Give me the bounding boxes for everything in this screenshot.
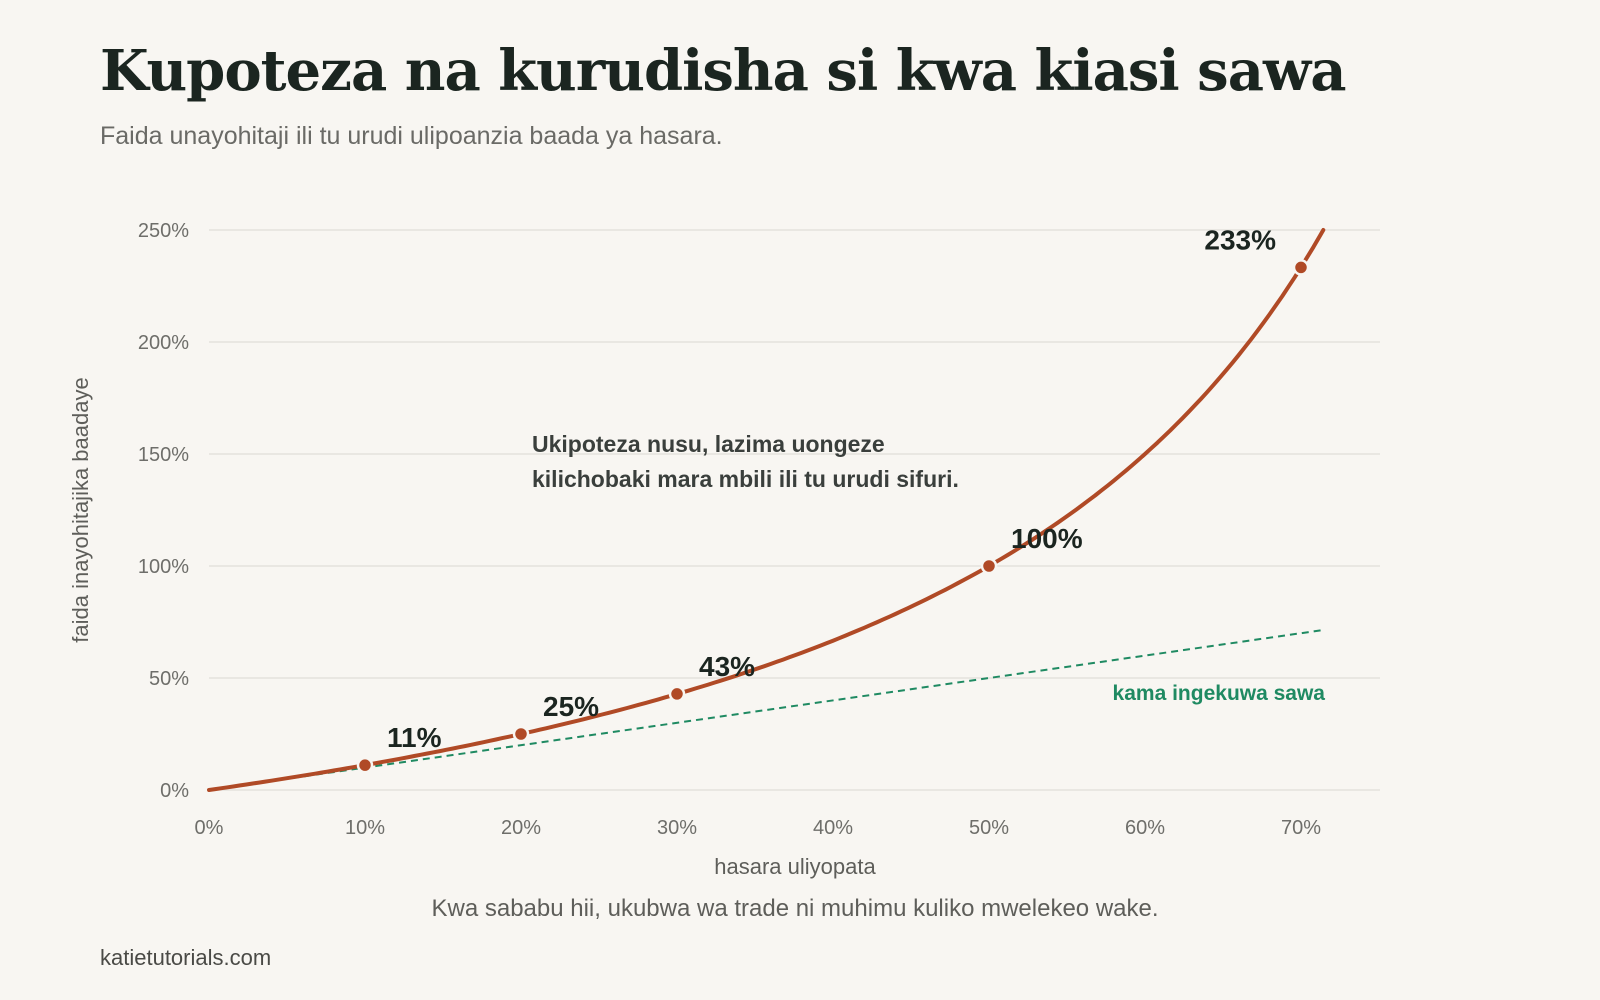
series-group — [207, 228, 1326, 792]
annotation-line-1: Ukipoteza nusu, lazima uongeze — [532, 431, 885, 457]
highlight-points — [356, 259, 1310, 774]
x-tick-label: 0% — [195, 817, 224, 839]
x-axis-ticks: 0% 10% 20% 30% 40% 50% 60% 70% — [195, 817, 1322, 839]
x-tick-label: 70% — [1281, 817, 1321, 839]
chart-footnote: Kwa sababu hii, ukubwa wa trade ni muhim… — [431, 895, 1159, 922]
x-tick-label: 60% — [1125, 817, 1165, 839]
grid-lines — [209, 229, 1380, 791]
point-labels: 11% 25% 43% 100% 233% — [387, 224, 1276, 753]
y-axis-title: faida inayohitajika baadaye — [68, 377, 93, 642]
source-credit: katietutorials.com — [100, 945, 272, 970]
x-tick-label: 10% — [345, 817, 385, 839]
data-point-label: 233% — [1204, 224, 1276, 255]
required-gain-curve — [207, 228, 1326, 792]
data-point — [668, 685, 686, 703]
x-axis-title: hasara uliyopata — [714, 854, 876, 879]
y-tick-label: 250% — [138, 220, 189, 242]
data-point — [512, 725, 530, 743]
data-point-label: 11% — [387, 722, 442, 753]
y-tick-label: 150% — [138, 444, 189, 466]
data-point-label: 43% — [699, 651, 755, 682]
annotation-line-2: kilichobaki mara mbili ili tu urudi sifu… — [532, 466, 959, 492]
chart-title: Kupoteza na kurudisha si kwa kiasi sawa — [100, 38, 1346, 104]
reference-line — [208, 628, 1325, 791]
x-tick-label: 40% — [813, 817, 853, 839]
data-point-label: 100% — [1011, 523, 1083, 554]
y-tick-label: 0% — [160, 780, 189, 802]
data-point — [356, 756, 374, 774]
data-point — [1292, 259, 1310, 276]
reference-line-label: kama ingekuwa sawa — [1113, 682, 1326, 705]
data-point — [980, 557, 998, 575]
y-tick-label: 50% — [149, 668, 189, 690]
x-tick-label: 30% — [657, 817, 697, 839]
y-tick-label: 200% — [138, 332, 189, 354]
y-tick-label: 100% — [138, 556, 189, 578]
data-point-label: 25% — [543, 691, 599, 722]
chart-subtitle: Faida unayohitaji ili tu urudi ulipoanzi… — [100, 122, 723, 150]
x-tick-label: 50% — [969, 817, 1009, 839]
y-axis-ticks: 0% 50% 100% 150% 200% 250% — [138, 220, 189, 802]
x-tick-label: 20% — [501, 817, 541, 839]
